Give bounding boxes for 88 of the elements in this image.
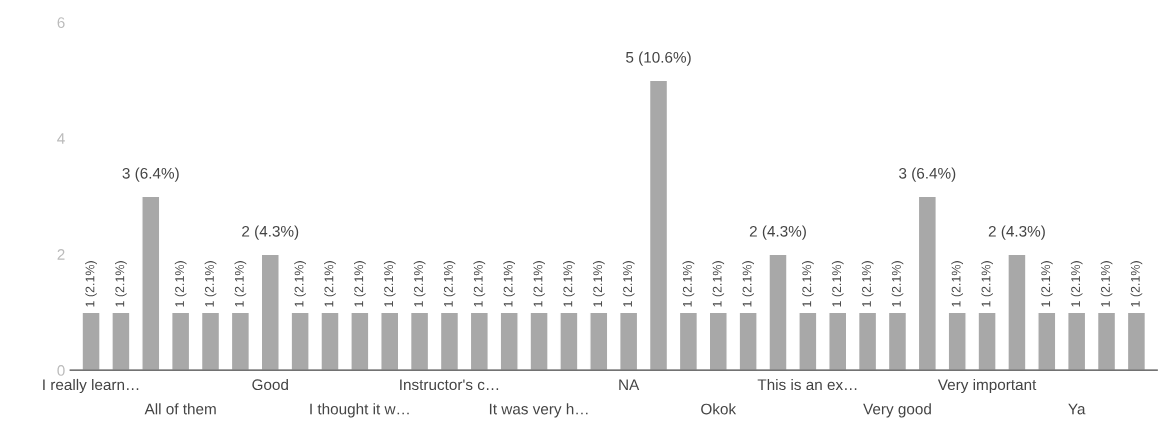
bar xyxy=(798,311,818,371)
bar xyxy=(439,311,460,371)
bar xyxy=(141,195,161,371)
y-tick-label: 4 xyxy=(57,133,65,144)
bar xyxy=(708,311,728,371)
data-label: 1 (2.1%) xyxy=(443,261,456,307)
bar xyxy=(469,311,489,371)
x-tick-label: Instructor's c… xyxy=(400,379,499,391)
x-tick-label: Very good xyxy=(863,403,931,418)
x-tick-label: It was very h… xyxy=(489,403,588,418)
data-label: 1 (2.1%) xyxy=(712,261,725,307)
data-label: 1 (2.1%) xyxy=(802,261,814,307)
data-label: 1 (2.1%) xyxy=(682,261,695,307)
bar xyxy=(81,311,101,371)
bar xyxy=(1037,311,1057,371)
data-label: 5 (10.6%) xyxy=(626,51,691,66)
x-tick-label: I thought it w… xyxy=(310,403,409,418)
bar xyxy=(260,253,280,371)
y-tick-label: 6 xyxy=(57,17,65,28)
y-tick-label: 2 xyxy=(57,249,65,260)
bar xyxy=(1007,253,1027,371)
bar xyxy=(1096,311,1117,371)
data-label: 1 (2.1%) xyxy=(592,261,605,307)
x-tick-label: Good xyxy=(252,378,288,391)
data-label: 1 (2.1%) xyxy=(951,261,964,307)
bar xyxy=(738,311,758,371)
data-label: 1 (2.1%) xyxy=(742,261,754,307)
x-tick-label: Ya xyxy=(1068,403,1086,415)
bar xyxy=(111,311,131,371)
x-tick-label: This is an ex… xyxy=(757,378,857,391)
bar xyxy=(887,311,908,371)
data-label: 3 (6.4%) xyxy=(899,167,956,182)
data-label: 1 (2.1%) xyxy=(533,261,545,307)
data-label: 1 (2.1%) xyxy=(831,261,844,307)
data-label: 1 (2.1%) xyxy=(204,261,217,307)
data-label: 3 (6.4%) xyxy=(122,167,179,182)
bar xyxy=(529,311,549,371)
data-label: 2 (4.3%) xyxy=(242,225,299,240)
data-label: 1 (2.1%) xyxy=(174,261,187,307)
data-label: 1 (2.1%) xyxy=(1070,261,1083,307)
x-tick-label: I really learn… xyxy=(43,378,139,394)
bar xyxy=(648,79,669,371)
bar xyxy=(559,311,579,371)
data-label: 1 (2.1%) xyxy=(981,261,993,307)
bar xyxy=(619,311,639,371)
data-label: 1 (2.1%) xyxy=(383,261,396,307)
data-label: 2 (4.3%) xyxy=(749,225,806,240)
y-tick-label: 0 xyxy=(57,365,65,376)
data-label: 1 (2.1%) xyxy=(234,261,247,307)
data-label: 1 (2.1%) xyxy=(413,261,426,307)
x-tick-label: Very important xyxy=(937,378,1037,394)
data-label: 1 (2.1%) xyxy=(85,261,97,307)
x-tick-label: NA xyxy=(619,379,640,390)
data-label: 1 (2.1%) xyxy=(861,261,874,307)
data-label: 1 (2.1%) xyxy=(115,261,127,307)
bar xyxy=(200,311,221,371)
data-label: 1 (2.1%) xyxy=(1130,261,1143,307)
data-label: 2 (4.3%) xyxy=(988,225,1045,240)
bar xyxy=(290,311,310,371)
data-label: 1 (2.1%) xyxy=(563,261,575,307)
bar xyxy=(917,195,937,371)
data-label: 1 (2.1%) xyxy=(1040,261,1053,307)
data-label: 1 (2.1%) xyxy=(622,261,635,307)
data-label: 1 (2.1%) xyxy=(324,261,336,307)
bar xyxy=(977,311,997,371)
data-label: 1 (2.1%) xyxy=(294,261,306,307)
data-label: 1 (2.1%) xyxy=(473,261,486,307)
data-label: 1 (2.1%) xyxy=(503,261,516,307)
bar xyxy=(589,311,609,371)
bar xyxy=(350,311,370,371)
data-label: 1 (2.1%) xyxy=(891,261,904,307)
bar xyxy=(170,311,191,371)
bar xyxy=(320,311,340,371)
bar xyxy=(857,311,878,371)
bar xyxy=(409,311,430,371)
data-label: 1 (2.1%) xyxy=(354,261,366,307)
bar xyxy=(1067,311,1087,371)
bar xyxy=(499,311,519,371)
bar xyxy=(230,311,251,371)
bar xyxy=(380,311,400,371)
x-tick-label: Okok xyxy=(701,403,737,415)
bar xyxy=(1126,311,1147,371)
bar xyxy=(828,311,848,371)
bar xyxy=(947,311,967,371)
x-tick-label: All of them xyxy=(144,403,216,415)
bar xyxy=(678,311,699,371)
bar xyxy=(768,253,788,371)
data-label: 1 (2.1%) xyxy=(1100,261,1113,307)
